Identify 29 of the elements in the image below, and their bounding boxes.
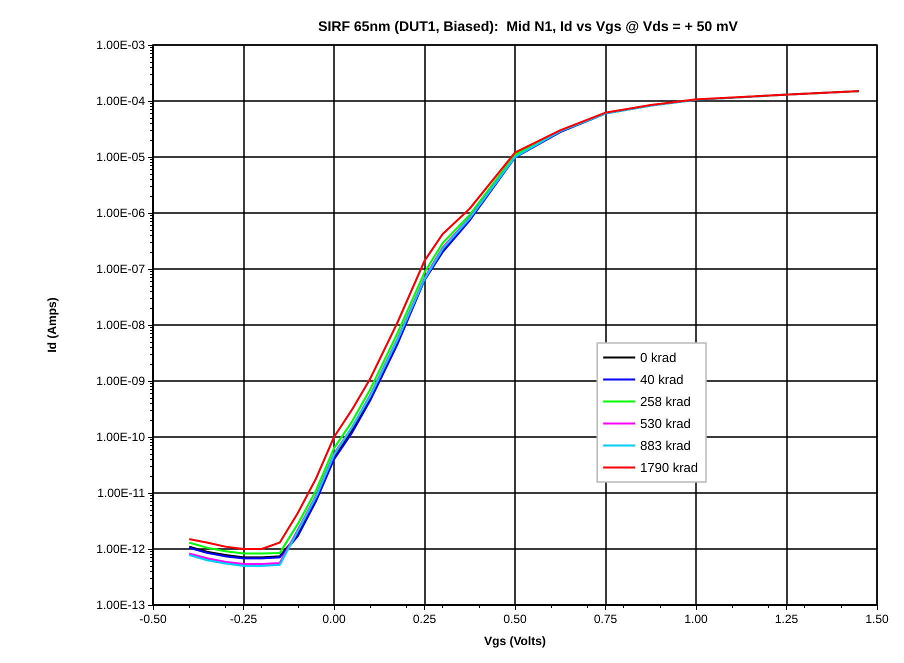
y-tick-label: 1.00E-09 xyxy=(96,374,146,388)
legend-label: 258 krad xyxy=(640,394,691,409)
legend-label: 530 krad xyxy=(640,416,691,431)
x-tick-label: 0.75 xyxy=(594,612,618,626)
y-tick-label: 1.00E-11 xyxy=(97,486,146,500)
x-tick-label: 1.00 xyxy=(684,612,708,626)
y-tick-label: 1.00E-13 xyxy=(96,598,146,612)
x-tick-label: 1.25 xyxy=(774,612,798,626)
x-tick-label: -0.25 xyxy=(230,612,258,626)
y-axis-title: Id (Amps) xyxy=(45,297,59,353)
y-tick-label: 1.00E-10 xyxy=(96,430,146,444)
x-tick-label: -0.50 xyxy=(139,612,167,626)
y-tick-label: 1.00E-04 xyxy=(96,94,146,108)
legend-label: 0 krad xyxy=(640,350,676,365)
x-tick-label: 0.50 xyxy=(503,612,527,626)
y-tick-label: 1.00E-05 xyxy=(96,150,146,164)
legend-label: 883 krad xyxy=(640,438,691,453)
legend-label: 40 krad xyxy=(640,372,684,387)
x-axis-title: Vgs (Volts) xyxy=(484,634,546,648)
x-tick-label: 0.25 xyxy=(412,612,436,626)
x-tick-label: 0.00 xyxy=(322,612,346,626)
y-tick-label: 1.00E-12 xyxy=(96,542,146,556)
y-tick-label: 1.00E-03 xyxy=(96,38,146,52)
chart-title: SIRF 65nm (DUT1, Biased): Mid N1, Id vs Vgs @ Vds = + 50 mV xyxy=(318,18,739,34)
y-tick-label: 1.00E-08 xyxy=(96,318,146,332)
y-tick-label: 1.00E-07 xyxy=(96,262,146,276)
y-tick-label: 1.00E-06 xyxy=(96,206,146,220)
x-tick-label: 1.50 xyxy=(865,612,889,626)
legend-label: 1790 krad xyxy=(640,460,698,475)
